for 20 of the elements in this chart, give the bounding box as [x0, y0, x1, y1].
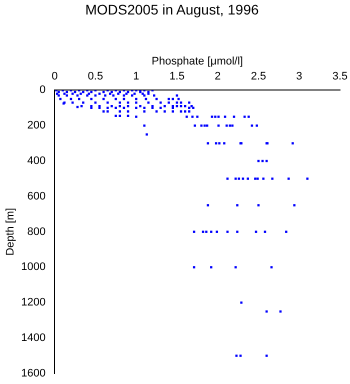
x-tick-label: 1.5 — [169, 70, 185, 83]
x-tick-label: 2.5 — [250, 70, 266, 83]
y-tick-label: 600 — [27, 190, 46, 202]
y-tick-label: 1200 — [21, 296, 46, 309]
x-tick-label: 2 — [214, 70, 221, 83]
y-tick-label: 200 — [27, 120, 46, 132]
x-tick-label: 3.5 — [332, 70, 348, 83]
y-axis-title: Depth [m] — [4, 208, 17, 256]
y-tick-label: 1400 — [21, 332, 46, 344]
x-tick-label: 1 — [133, 70, 140, 83]
x-tick-label: 0 — [52, 70, 58, 83]
y-tick-label: 800 — [27, 226, 46, 238]
x-tick-label: 0.5 — [88, 70, 104, 83]
y-tick-label: 400 — [27, 155, 46, 168]
x-axis-title: Phosphate [μmol/l] — [152, 55, 244, 68]
y-tick-label: 1600 — [21, 367, 46, 380]
y-tick-label: 0 — [40, 84, 46, 96]
y-tick-label: 1000 — [21, 261, 46, 274]
x-tick-label: 3 — [296, 70, 302, 83]
chart-title: MODS2005 in August, 1996 — [85, 1, 259, 18]
